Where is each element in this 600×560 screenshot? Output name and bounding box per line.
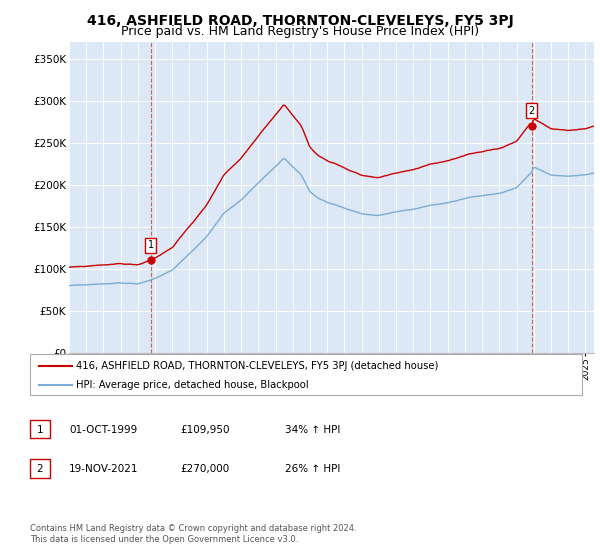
Text: Contains HM Land Registry data © Crown copyright and database right 2024.
This d: Contains HM Land Registry data © Crown c… <box>30 524 356 544</box>
Text: 2: 2 <box>529 106 535 116</box>
Text: £109,950: £109,950 <box>180 424 229 435</box>
Text: 01-OCT-1999: 01-OCT-1999 <box>69 424 137 435</box>
Text: 1: 1 <box>148 240 154 250</box>
Text: 416, ASHFIELD ROAD, THORNTON-CLEVELEYS, FY5 3PJ: 416, ASHFIELD ROAD, THORNTON-CLEVELEYS, … <box>86 14 514 28</box>
Text: 2: 2 <box>37 464 43 474</box>
Text: Price paid vs. HM Land Registry's House Price Index (HPI): Price paid vs. HM Land Registry's House … <box>121 25 479 38</box>
Text: 1: 1 <box>37 424 43 435</box>
Text: 34% ↑ HPI: 34% ↑ HPI <box>285 424 340 435</box>
Text: 416, ASHFIELD ROAD, THORNTON-CLEVELEYS, FY5 3PJ (detached house): 416, ASHFIELD ROAD, THORNTON-CLEVELEYS, … <box>76 361 439 371</box>
Text: 19-NOV-2021: 19-NOV-2021 <box>69 464 139 474</box>
Text: 26% ↑ HPI: 26% ↑ HPI <box>285 464 340 474</box>
Text: £270,000: £270,000 <box>180 464 229 474</box>
Text: HPI: Average price, detached house, Blackpool: HPI: Average price, detached house, Blac… <box>76 380 309 390</box>
